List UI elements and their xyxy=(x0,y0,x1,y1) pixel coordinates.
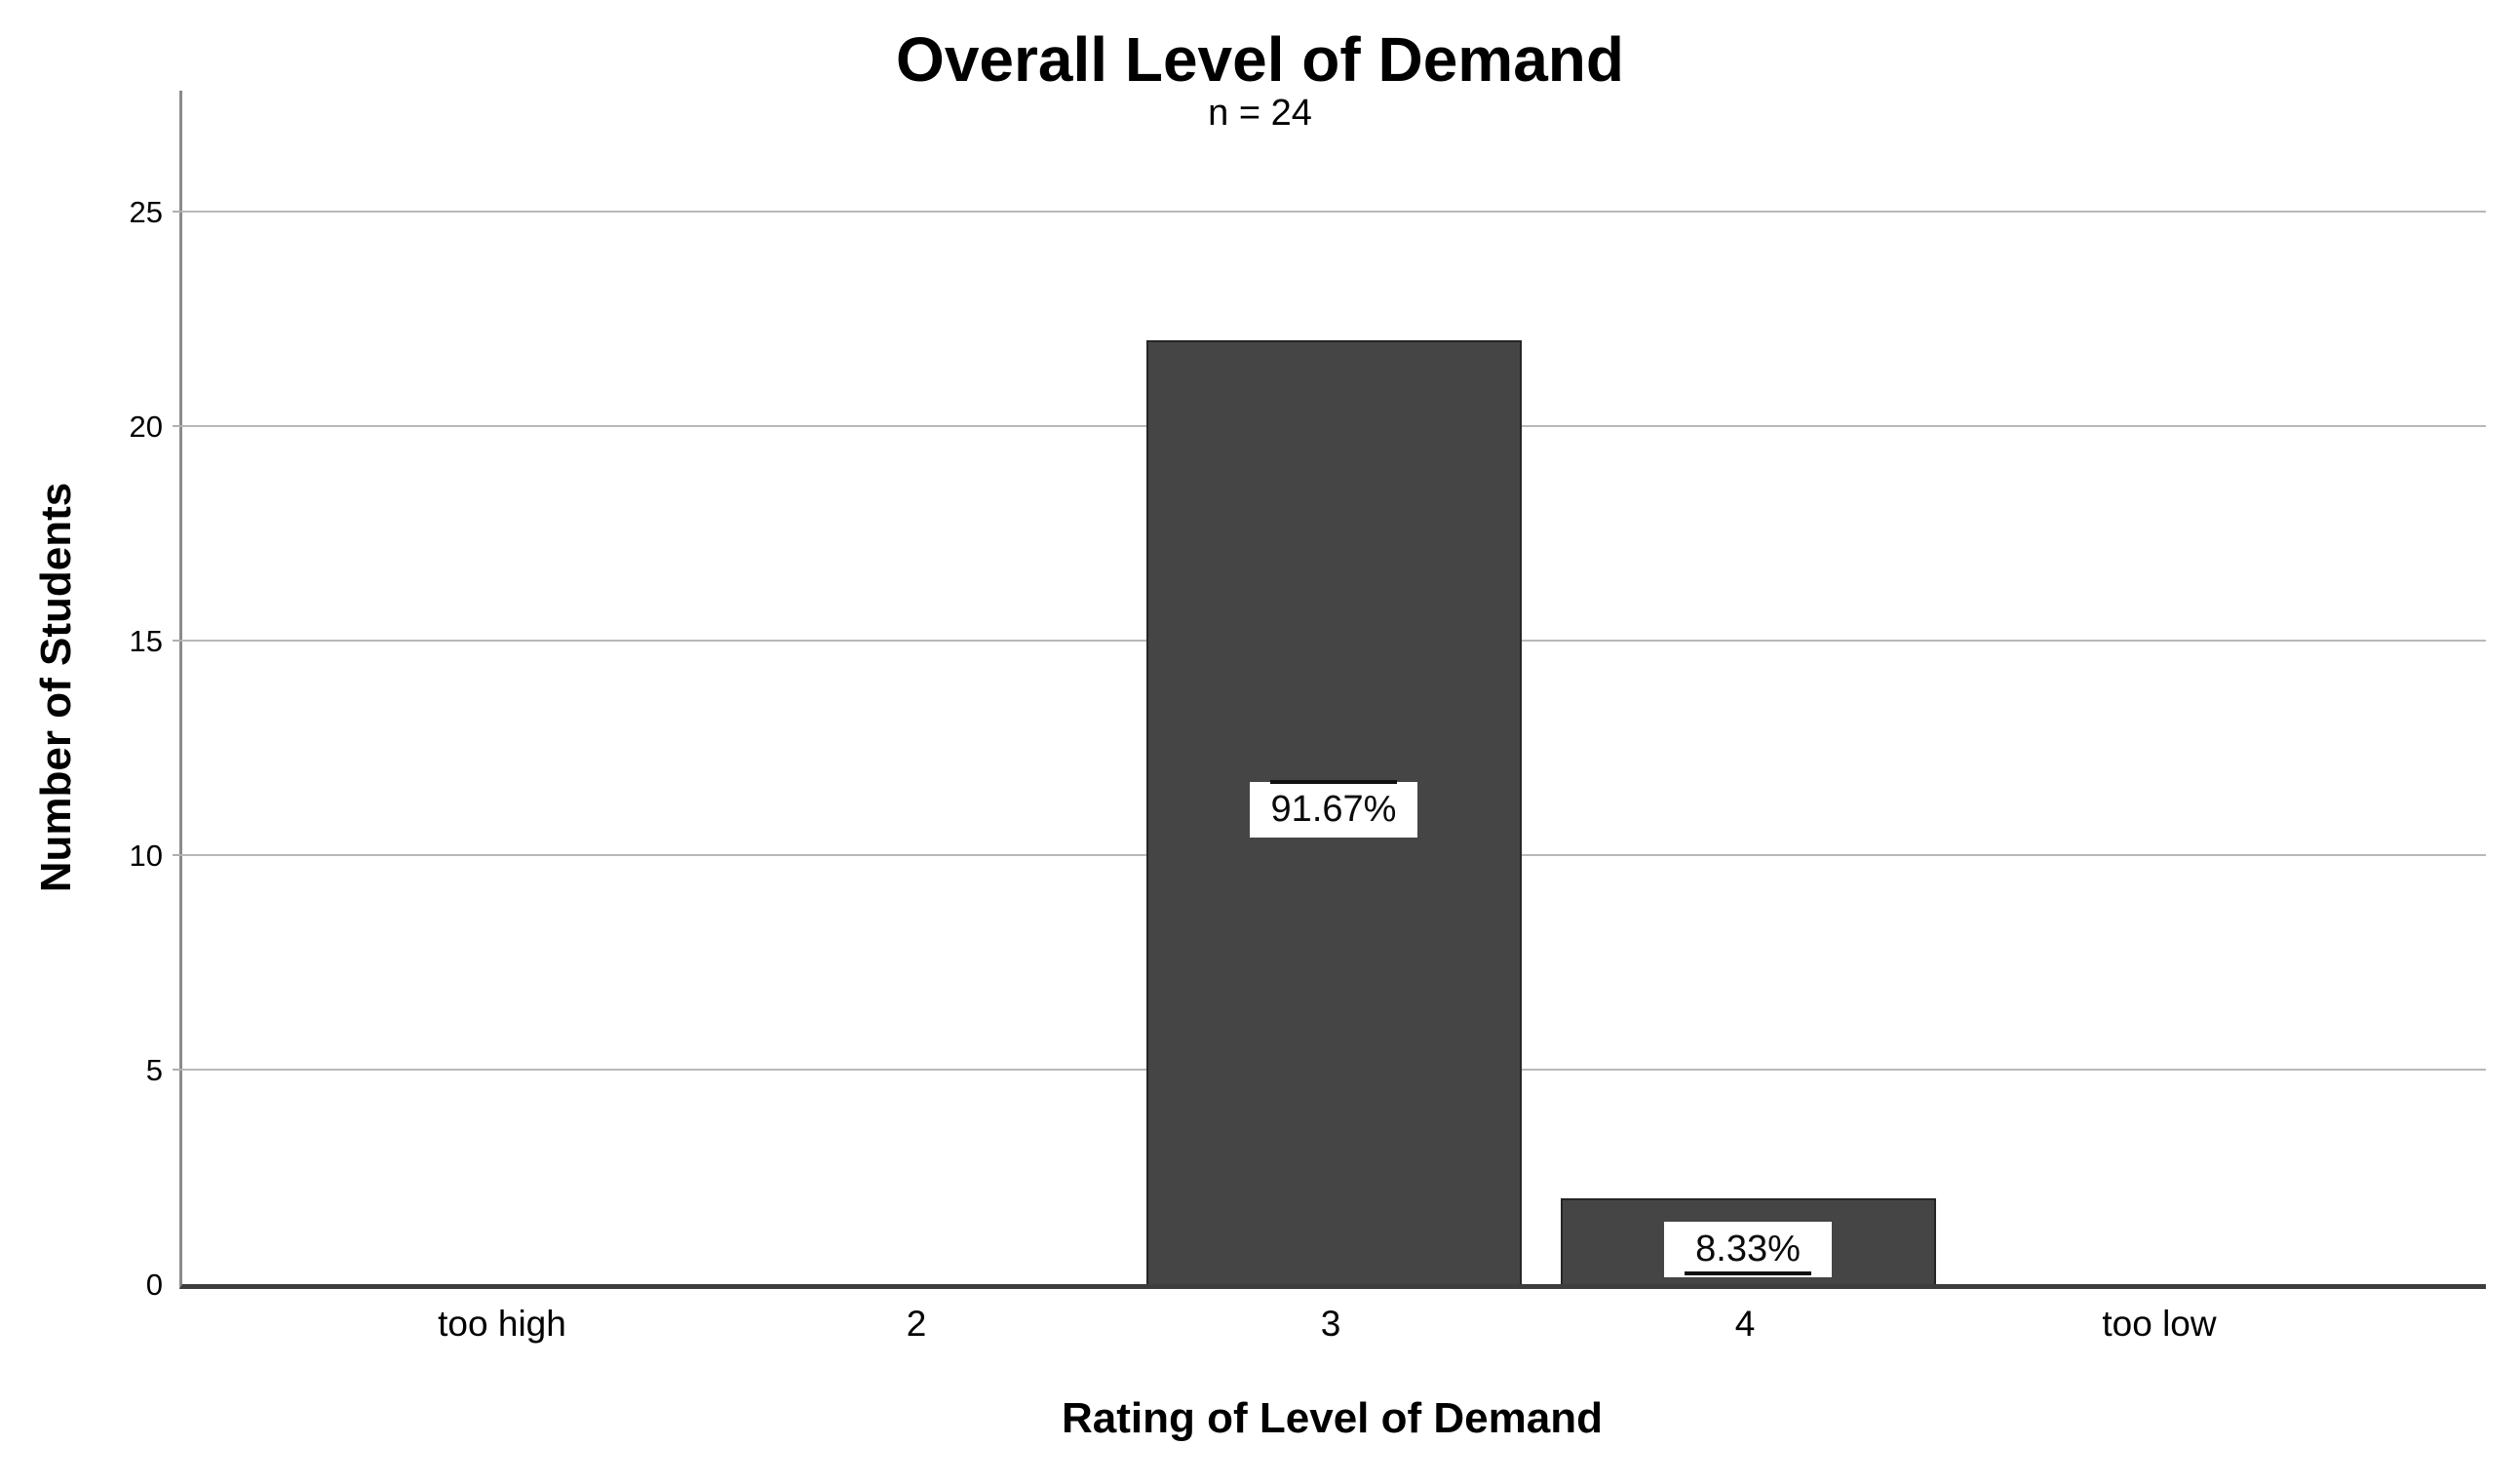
x-axis-title: Rating of Level of Demand xyxy=(1062,1394,1603,1442)
y-tick-label-25: 25 xyxy=(129,195,163,229)
label-border-line xyxy=(1270,779,1397,784)
y-tick-mark-5 xyxy=(173,1069,182,1071)
y-tick-mark-20 xyxy=(173,425,182,427)
y-tick-label-15: 15 xyxy=(129,624,163,658)
chart-subtitle: n = 24 xyxy=(1208,93,1312,134)
y-axis-title-text: Number of Students xyxy=(32,482,80,893)
bar-percentage-label-4: 8.33% xyxy=(1664,1222,1832,1277)
x-category-label-4: 4 xyxy=(1734,1304,1756,1344)
x-category-label-too-low: too low xyxy=(2102,1304,2217,1344)
y-tick-mark-10 xyxy=(173,854,182,856)
chart-title: Overall Level of Demand xyxy=(896,24,1624,95)
x-category-label-3: 3 xyxy=(1320,1304,1341,1344)
y-tick-label-0: 0 xyxy=(145,1268,163,1302)
label-border-line xyxy=(1685,1271,1811,1275)
x-category-label-too-high: too high xyxy=(438,1304,566,1344)
y-tick-label-5: 5 xyxy=(145,1053,163,1087)
bar-percentage-text: 91.67% xyxy=(1270,788,1397,830)
y-tick-mark-15 xyxy=(173,640,182,642)
gridline-y-25 xyxy=(182,211,2486,213)
y-tick-label-20: 20 xyxy=(129,410,163,444)
y-tick-mark-25 xyxy=(173,211,182,213)
bar-percentage-text: 8.33% xyxy=(1695,1229,1801,1269)
y-tick-label-10: 10 xyxy=(129,839,163,873)
bar-percentage-label-3: 91.67% xyxy=(1250,779,1417,838)
plot-area: 91.67% 8.33% xyxy=(173,91,2486,1289)
x-category-label-2: 2 xyxy=(906,1304,927,1344)
